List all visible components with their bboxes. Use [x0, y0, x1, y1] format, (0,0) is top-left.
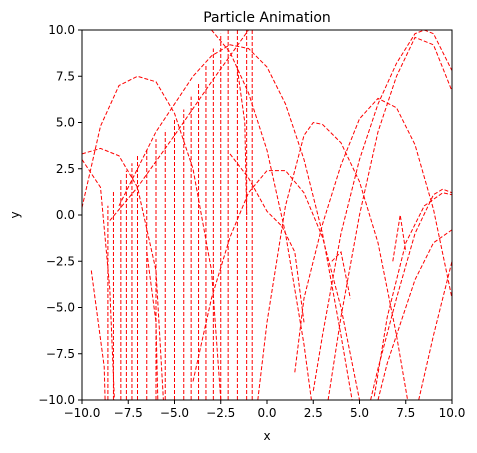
y-axis-ticks: −10.0 −7.5 −5.0 −2.5 0.0 2.5 5.0 7.5 10.0 — [38, 23, 82, 407]
series-line-21 — [418, 261, 452, 400]
x-tick-label: −7.5 — [114, 406, 143, 420]
series-line-8 — [211, 30, 312, 400]
x-tick-label: −5.0 — [160, 406, 189, 420]
series-line-3 — [82, 75, 222, 400]
series-line-17 — [370, 188, 452, 400]
series-line-5 — [118, 44, 353, 400]
series-line-18 — [377, 229, 452, 400]
y-tick-label: −7.5 — [46, 347, 75, 361]
series-line-16 — [327, 36, 452, 400]
series-line-1 — [82, 159, 115, 400]
series-line-4 — [109, 30, 249, 221]
x-tick-label: 0.0 — [257, 406, 276, 420]
series-line-22 — [331, 250, 351, 299]
y-tick-label: −10.0 — [38, 393, 75, 407]
x-axis-ticks: −10.0 −7.5 −5.0 −2.5 0.0 2.5 5.0 7.5 10.0 — [64, 400, 466, 420]
x-tick-label: 5.0 — [350, 406, 369, 420]
series-line-14 — [294, 97, 452, 373]
x-tick-label: 7.5 — [396, 406, 415, 420]
x-axis-label: x — [263, 429, 270, 443]
data-lines — [82, 30, 452, 400]
x-tick-label: 10.0 — [439, 406, 466, 420]
y-tick-label: 10.0 — [48, 23, 75, 37]
series-line-7 — [146, 251, 159, 400]
y-tick-label: 2.5 — [56, 162, 75, 176]
series-line-20 — [392, 214, 407, 262]
series-line-10 — [236, 68, 248, 216]
series-line-6 — [90, 270, 106, 400]
x-tick-label: −10.0 — [64, 406, 101, 420]
series-line-2 — [82, 147, 164, 400]
series-line-13 — [257, 121, 409, 400]
x-tick-label: −2.5 — [206, 406, 235, 420]
series-line-9 — [229, 153, 283, 227]
y-tick-label: −5.0 — [46, 301, 75, 315]
y-tick-label: 0.0 — [56, 208, 75, 222]
y-axis-label: y — [8, 211, 22, 218]
series-line-19 — [373, 192, 452, 397]
y-tick-label: 5.0 — [56, 116, 75, 130]
chart-title: Particle Animation — [203, 10, 331, 26]
y-tick-label: 7.5 — [56, 69, 75, 83]
y-tick-label: −2.5 — [46, 254, 75, 268]
x-tick-label: 2.5 — [304, 406, 323, 420]
series-line-12 — [281, 225, 305, 323]
